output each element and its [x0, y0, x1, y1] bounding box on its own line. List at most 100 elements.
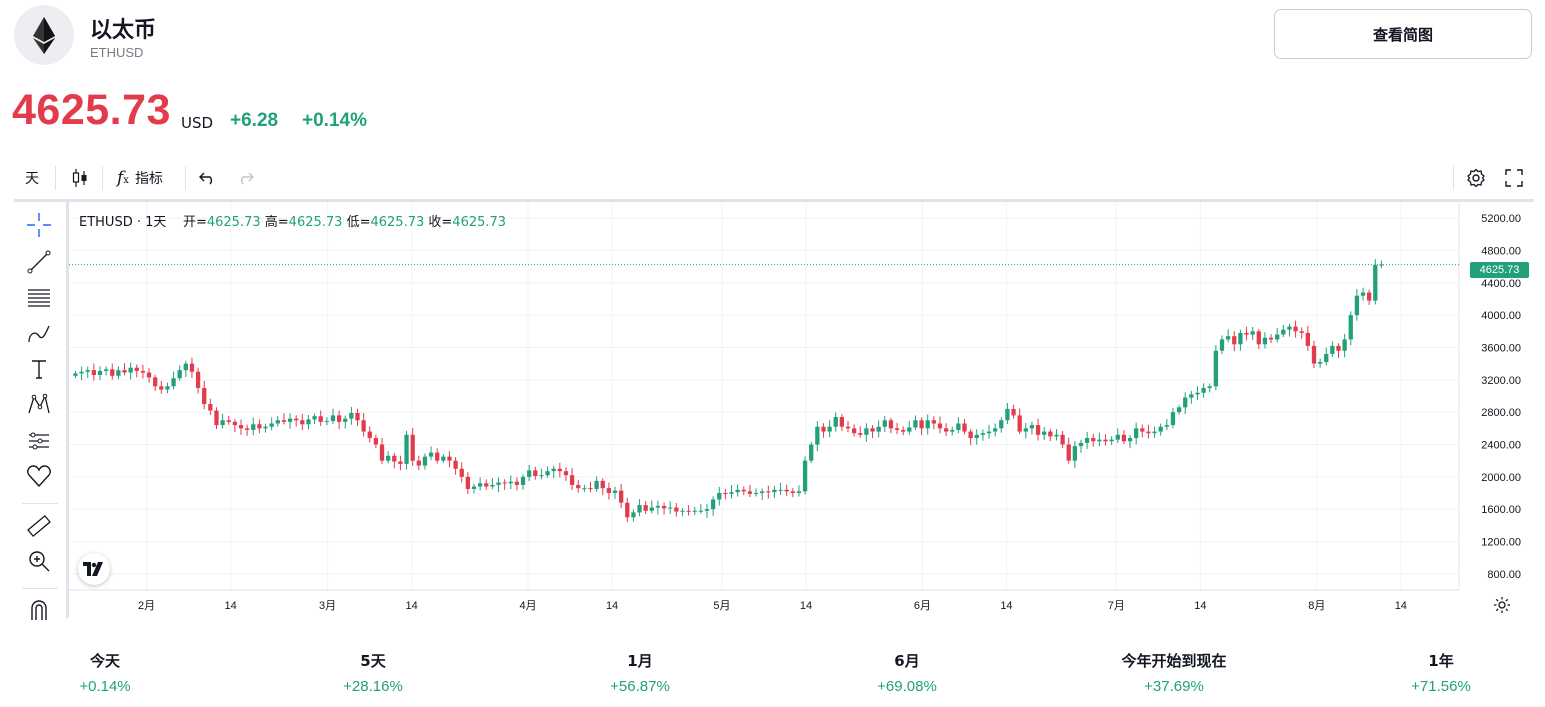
- period-1y[interactable]: 1年 +71.56%: [1381, 650, 1501, 695]
- candle-body: [986, 431, 992, 434]
- candle-body: [582, 488, 587, 490]
- candle-body: [1201, 387, 1206, 393]
- period-today[interactable]: 今天 +0.14%: [45, 650, 165, 695]
- ruler-icon[interactable]: [25, 512, 53, 540]
- candle-body: [1324, 353, 1329, 363]
- candle-body: [202, 387, 207, 405]
- x-axis-tick-label: 14: [406, 600, 418, 612]
- candle-body: [502, 482, 507, 484]
- x-axis-tick-label: 14: [1395, 600, 1407, 612]
- text-tool-icon[interactable]: [25, 355, 53, 383]
- period-label: 5天: [360, 652, 386, 670]
- gear-icon: [1467, 168, 1485, 188]
- candle-body: [1311, 345, 1317, 364]
- y-axis-tick-label: 4000.00: [1481, 310, 1521, 322]
- candle-body: [244, 428, 250, 430]
- candle-body: [508, 481, 513, 484]
- candle-body: [453, 460, 458, 469]
- candle-body: [1250, 331, 1255, 335]
- redo-button[interactable]: [236, 168, 254, 188]
- candle-body: [766, 491, 771, 493]
- fib-retracement-icon[interactable]: [25, 283, 53, 311]
- view-summary-button[interactable]: 查看简图: [1274, 9, 1532, 59]
- candle-body: [827, 426, 832, 432]
- candle-body: [1078, 442, 1084, 447]
- interval-selector[interactable]: 天: [25, 171, 39, 187]
- candle-body: [1225, 336, 1231, 340]
- crosshair-icon[interactable]: [25, 211, 53, 239]
- tradingview-icon: [83, 562, 103, 576]
- candle-body: [306, 419, 311, 425]
- indicators-button[interactable]: fx 指标: [117, 168, 163, 188]
- chart-type-button[interactable]: [71, 168, 89, 188]
- pattern-icon[interactable]: [25, 391, 53, 419]
- y-axis-tick-label: 1600.00: [1481, 504, 1521, 516]
- candle-body: [422, 456, 428, 466]
- settings-button[interactable]: [1466, 168, 1486, 188]
- prediction-icon[interactable]: [25, 427, 53, 455]
- candle-body: [1244, 332, 1249, 335]
- candle-body: [1317, 362, 1323, 364]
- candle-body: [1146, 431, 1151, 434]
- period-1m[interactable]: 1月 +56.87%: [580, 650, 700, 695]
- period-value: +37.69%: [1144, 678, 1204, 695]
- coin-symbol: ETHUSD: [90, 45, 144, 60]
- candle-body: [588, 488, 593, 490]
- candle-body: [1287, 326, 1292, 330]
- candle-body: [1115, 434, 1120, 440]
- chart-legend: ETHUSD · 1天 开=4625.73 高=4625.73 低=4625.7…: [79, 211, 506, 230]
- coin-logo: [14, 5, 74, 65]
- candle-body: [269, 423, 274, 427]
- x-axis-tick-label: 14: [800, 600, 812, 612]
- candle-body: [858, 433, 863, 435]
- magnet-icon[interactable]: [25, 596, 53, 624]
- legend-open-label: 开=: [182, 215, 207, 230]
- period-5d[interactable]: 5天 +28.16%: [313, 650, 433, 695]
- candle-body: [907, 427, 912, 432]
- candle-body: [1048, 431, 1053, 437]
- candle-body: [1262, 337, 1268, 345]
- candle-body: [999, 420, 1004, 429]
- candle-body: [925, 420, 930, 429]
- candle-body: [600, 480, 605, 489]
- period-label: 今天: [89, 652, 120, 670]
- undo-button[interactable]: [199, 168, 217, 188]
- candle-body: [1060, 434, 1065, 445]
- candle-body: [208, 404, 213, 411]
- candle-body: [919, 420, 924, 429]
- period-6m[interactable]: 6月 +69.08%: [847, 650, 967, 695]
- axis-settings-icon[interactable]: [1493, 596, 1511, 614]
- tradingview-logo[interactable]: [78, 553, 110, 585]
- y-axis-tick-label: 4400.00: [1481, 278, 1521, 290]
- trend-line-icon[interactable]: [25, 248, 53, 276]
- undo-icon: [199, 172, 213, 185]
- candle-body: [943, 428, 949, 432]
- x-axis-tick-label: 5月: [713, 600, 730, 612]
- legend-low-label: 低=: [346, 215, 371, 230]
- legend-low: 4625.73: [370, 215, 425, 230]
- candle-body: [379, 444, 385, 461]
- price-change: +6.28: [230, 110, 279, 131]
- candle-body: [1054, 434, 1059, 437]
- candle-body: [950, 429, 955, 432]
- candle-body: [747, 491, 753, 494]
- candle-body: [968, 431, 973, 439]
- candle-body: [618, 490, 624, 503]
- candle-body: [465, 476, 471, 489]
- candle-body: [238, 425, 244, 429]
- candle-body: [1330, 345, 1335, 354]
- zoom-in-icon[interactable]: [25, 547, 53, 575]
- candle-body: [974, 434, 979, 439]
- price-change-percent: +0.14%: [302, 110, 367, 131]
- toolbar-divider: [185, 166, 186, 190]
- heart-icon[interactable]: [25, 462, 53, 490]
- y-axis-tick-label: 800.00: [1487, 569, 1521, 581]
- fullscreen-button[interactable]: [1505, 168, 1523, 188]
- candle-body: [655, 505, 661, 508]
- price-chart[interactable]: 5200.00 4800.00 4400.00 4000.00 3600.00 3200.…: [69, 202, 1534, 618]
- candle-body: [686, 510, 691, 512]
- period-ytd[interactable]: 今年开始到现在 +37.69%: [1104, 650, 1244, 695]
- brush-icon[interactable]: [25, 320, 53, 348]
- x-axis-tick-label: 2月: [138, 600, 155, 612]
- candle-body: [741, 489, 746, 492]
